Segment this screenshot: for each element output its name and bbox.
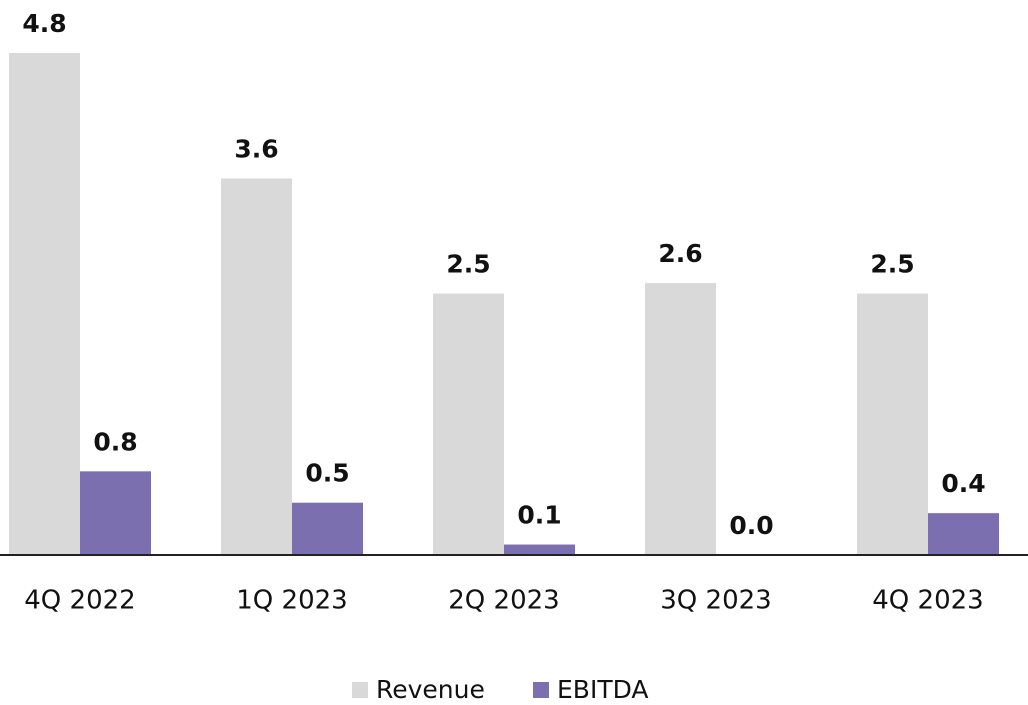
bar: [433, 293, 504, 555]
bar: [9, 53, 80, 555]
x-tick-label: 2Q 2023: [448, 586, 559, 616]
x-tick-label: 1Q 2023: [236, 586, 347, 616]
x-tick-label: 4Q 2023: [872, 586, 983, 616]
bar: [857, 293, 928, 555]
bar: [928, 513, 999, 555]
bar: [504, 544, 575, 555]
legend-label: Revenue: [376, 675, 485, 704]
value-label: 2.5: [870, 250, 914, 279]
legend-swatch: [533, 682, 549, 698]
x-tick-label: 4Q 2022: [24, 586, 135, 616]
value-label: 0.1: [517, 501, 561, 530]
value-label: 2.6: [658, 239, 702, 268]
bar: [221, 178, 292, 555]
legend-swatch: [352, 682, 368, 698]
value-label: 0.5: [305, 459, 349, 488]
value-label: 0.8: [93, 427, 137, 456]
bar: [645, 283, 716, 555]
bar: [292, 502, 363, 555]
value-label: 4.8: [22, 9, 66, 38]
x-tick-label: 3Q 2023: [660, 586, 771, 616]
legend-label: EBITDA: [557, 675, 649, 704]
value-label: 2.5: [446, 250, 490, 279]
bar: [80, 471, 151, 555]
value-label: 0.0: [729, 511, 773, 540]
value-label: 3.6: [234, 135, 278, 164]
value-label: 0.4: [941, 469, 985, 498]
